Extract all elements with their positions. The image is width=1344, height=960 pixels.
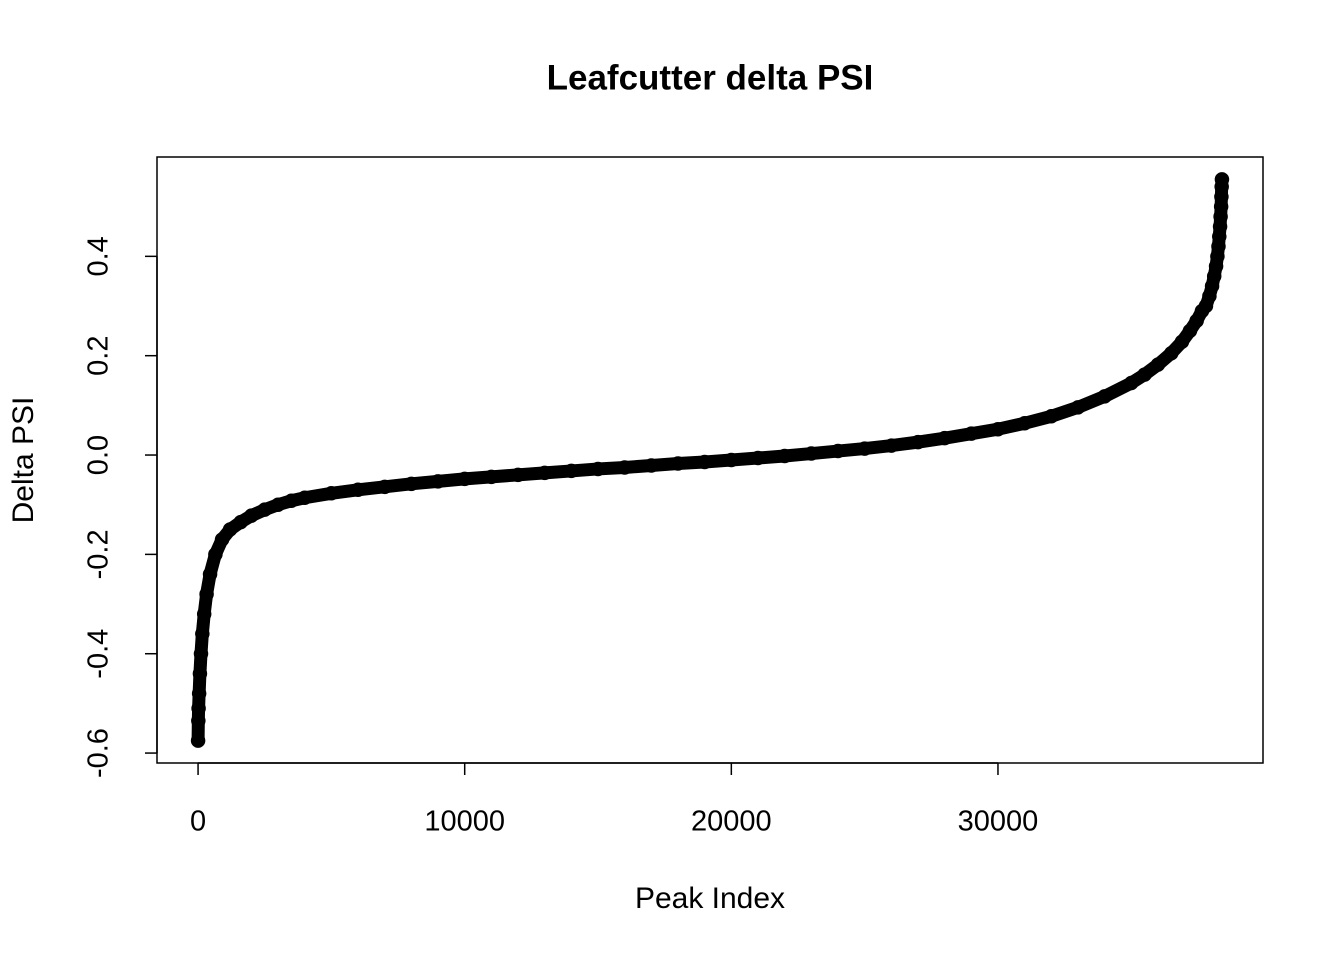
point: [324, 486, 339, 501]
y-tick-label: 0.2: [83, 336, 115, 376]
point: [804, 446, 819, 461]
point: [1124, 375, 1139, 391]
x-tick-label: 10000: [424, 806, 505, 838]
point: [202, 566, 218, 582]
point: [195, 626, 210, 642]
point: [1164, 345, 1179, 361]
point: [1214, 189, 1229, 204]
point: [1182, 323, 1198, 339]
point: [1017, 415, 1032, 431]
point: [857, 441, 872, 456]
y-tick-label: -0.2: [83, 529, 115, 579]
point: [644, 458, 659, 473]
point: [537, 465, 552, 481]
point: [484, 469, 499, 485]
point: [1137, 367, 1152, 382]
point: [724, 452, 739, 468]
y-tick-label: 0.4: [83, 236, 115, 276]
point: [1212, 219, 1228, 234]
x-axis-title: Peak Index: [635, 882, 785, 915]
point: [214, 532, 230, 547]
point: [617, 460, 632, 475]
y-axis-title: Delta PSI: [7, 397, 40, 524]
point: [670, 456, 686, 471]
point: [937, 430, 952, 446]
point: [1202, 288, 1217, 304]
point: [910, 434, 926, 450]
point: [284, 493, 299, 508]
point: [1174, 334, 1190, 350]
point-band: [191, 172, 1229, 748]
point: [196, 606, 212, 622]
y-tick-label: -0.4: [83, 629, 115, 679]
point: [270, 497, 286, 512]
point: [190, 733, 206, 748]
point: [208, 547, 223, 562]
point: [430, 474, 446, 489]
point: [830, 443, 846, 459]
point: [777, 448, 792, 464]
y-tick-label: 0.0: [83, 435, 115, 475]
point: [1210, 249, 1225, 264]
point: [884, 438, 899, 453]
point: [457, 471, 472, 487]
point: [193, 646, 209, 661]
point: [404, 476, 419, 492]
point: [1208, 259, 1224, 274]
x-tick-label: 30000: [958, 806, 1039, 838]
point: [1213, 209, 1228, 224]
point: [233, 514, 248, 530]
point: [191, 686, 207, 701]
point: [222, 522, 238, 537]
point: [590, 461, 606, 477]
point: [697, 454, 712, 470]
point: [750, 450, 766, 466]
point: [297, 490, 312, 506]
point: [1097, 389, 1112, 404]
point: [964, 426, 979, 441]
point: [1211, 239, 1226, 254]
x-tick-label: 20000: [691, 806, 772, 838]
point: [257, 502, 272, 517]
point: [564, 463, 579, 479]
point: [1204, 278, 1220, 294]
point: [199, 586, 214, 602]
point: [510, 467, 526, 483]
point: [1150, 357, 1166, 372]
point: [1194, 303, 1210, 319]
point: [1214, 179, 1229, 195]
point: [1213, 199, 1229, 214]
point: [244, 508, 259, 523]
point: [1214, 172, 1230, 187]
point: [1070, 400, 1086, 415]
point: [990, 421, 1006, 437]
x-tick-label: 0: [190, 806, 206, 838]
point: [1044, 409, 1059, 424]
chart-title: Leafcutter delta PSI: [547, 58, 874, 97]
point: [350, 482, 366, 498]
point: [1212, 229, 1227, 244]
point: [192, 666, 208, 681]
point: [1198, 298, 1214, 314]
point: [1206, 268, 1222, 284]
y-tick-label: -0.6: [83, 728, 115, 778]
point: [377, 479, 392, 495]
point: [191, 701, 206, 716]
